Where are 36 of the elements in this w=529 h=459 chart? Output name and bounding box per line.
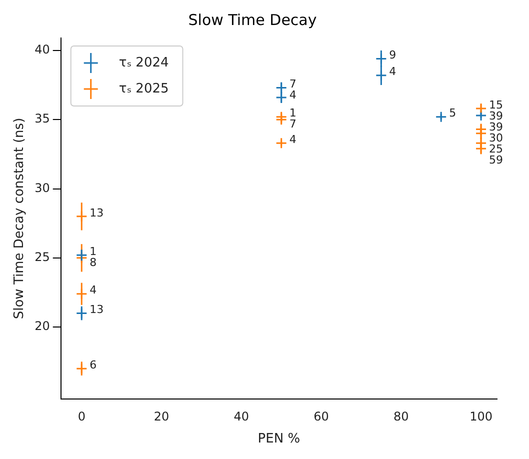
x-tick-label: 100 [470,409,492,424]
annotation: 39 [489,109,504,122]
annotation: 4 [289,88,296,102]
annotation: 7 [289,78,296,91]
annotation: 15 [489,98,504,112]
y-tick-label: 25 [34,250,50,264]
y-tick-label: 35 [34,112,50,126]
annotation: 6 [90,358,97,372]
annotation: 59 [489,153,504,166]
legend-label: τₛ 2024 [118,55,169,70]
y-tick-label: 30 [34,180,50,195]
annotation: 8 [90,256,97,270]
x-axis-title: PEN % [258,432,300,447]
annotation: 4 [389,65,396,78]
legend-label: τₛ 2025 [118,81,169,96]
x-tick-label: 80 [394,409,409,424]
annotation: 1 [289,106,296,120]
y-axis-title: Slow Time Decay constant (ns) [12,118,28,320]
y-tick-label: 40 [34,42,50,57]
x-tick-label: 20 [154,409,170,424]
x-tick-label: 60 [314,409,329,424]
annotation: 9 [389,48,396,62]
annotation: 4 [90,284,97,297]
annotation: 30 [489,131,504,144]
chart-title: Slow Time Decay [188,10,317,29]
annotation: 4 [289,132,296,146]
annotation: 25 [489,142,504,156]
annotation: 13 [90,303,104,316]
annotation: 1 [90,245,97,258]
annotation: 7 [289,118,296,131]
x-tick-label: 40 [234,409,250,424]
annotation: 13 [90,206,104,220]
x-tick-label: 0 [78,409,86,424]
annotation: 39 [489,120,504,134]
y-tick-label: 20 [34,319,50,334]
annotation: 5 [449,106,456,120]
